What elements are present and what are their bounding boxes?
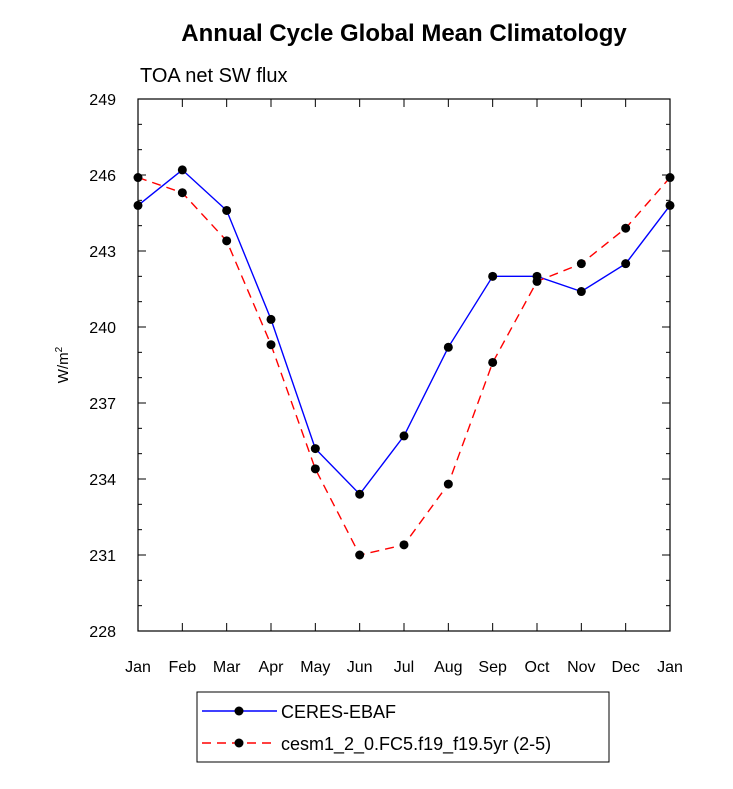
x-tick-label: May (300, 659, 330, 676)
series-2-point (532, 276, 542, 286)
series-2-point (355, 550, 365, 560)
series-2-point (177, 188, 187, 198)
series-2-point (399, 540, 409, 550)
series-2-point (310, 464, 320, 474)
x-tick-label: Jan (657, 659, 683, 676)
y-tick-label: 240 (89, 320, 116, 337)
legend: CERES-EBAF cesm1_2_0.FC5.f19_f19.5yr (2-5… (196, 691, 610, 763)
chart-subtitle: TOA net SW flux (140, 65, 287, 87)
y-tick-label: 237 (89, 396, 116, 413)
series-2-point (621, 223, 631, 233)
series-1-point (576, 287, 586, 297)
series-2-point (665, 173, 675, 183)
series-2-line (137, 176, 671, 556)
series-1-point (266, 314, 276, 324)
y-tick-label: 246 (89, 168, 116, 185)
series-1-point (310, 444, 320, 454)
x-tick-label: Mar (213, 659, 241, 676)
x-tick-label: Jul (394, 659, 414, 676)
series-2 (133, 173, 675, 560)
series-1-point (665, 200, 675, 210)
series-2-point (488, 357, 498, 367)
series-2-point (222, 236, 232, 246)
series-1-point (399, 431, 409, 441)
y-tick-label: 228 (89, 624, 116, 641)
y-tick-label: 243 (89, 244, 116, 261)
series-1 (133, 165, 675, 499)
series-1-point (355, 489, 365, 499)
chart-title: Annual Cycle Global Mean Climatology (181, 20, 627, 47)
series-1-point (133, 200, 143, 210)
x-tick-label: Sep (478, 659, 507, 676)
x-tick-label: Jun (347, 659, 373, 676)
x-tick-label: Feb (169, 659, 197, 676)
series-2-point (443, 479, 453, 489)
series-2-point (266, 340, 276, 350)
x-tick-label: Aug (434, 659, 462, 676)
series-2-point (576, 259, 586, 269)
legend-label: CERES-EBAF (281, 702, 396, 722)
x-tick-label: Apr (259, 659, 285, 676)
series-1-point (488, 271, 498, 281)
y-tick-label: 231 (89, 548, 116, 565)
axes: 228 231 234 237 240 243 246 249 Jan Feb Mar Apr May J… (89, 92, 683, 676)
y-axis-label: W/m2 (54, 346, 72, 383)
legend-swatch-marker (234, 706, 244, 716)
series-1-line (137, 168, 671, 496)
series-layer (133, 165, 675, 560)
legend-box (196, 691, 610, 763)
y-tick-label: 249 (89, 92, 116, 109)
y-axis-label-base: W/m (55, 352, 72, 383)
series-1-point (443, 342, 453, 352)
series-1-point (177, 165, 187, 175)
series-2-point (133, 173, 143, 183)
x-tick-label: Oct (525, 659, 550, 676)
series-1-point (621, 259, 631, 269)
series-1-point (222, 205, 232, 215)
x-tick-label: Jan (125, 659, 151, 676)
legend-swatch-marker (234, 738, 244, 748)
y-axis-label-superscript: 2 (54, 346, 65, 352)
plot-frame (137, 98, 671, 632)
x-tick-label: Dec (611, 659, 639, 676)
y-tick-label: 234 (89, 472, 116, 489)
legend-label: cesm1_2_0.FC5.f19_f19.5yr (2-5) (281, 734, 551, 755)
x-tick-label: Nov (567, 659, 595, 676)
